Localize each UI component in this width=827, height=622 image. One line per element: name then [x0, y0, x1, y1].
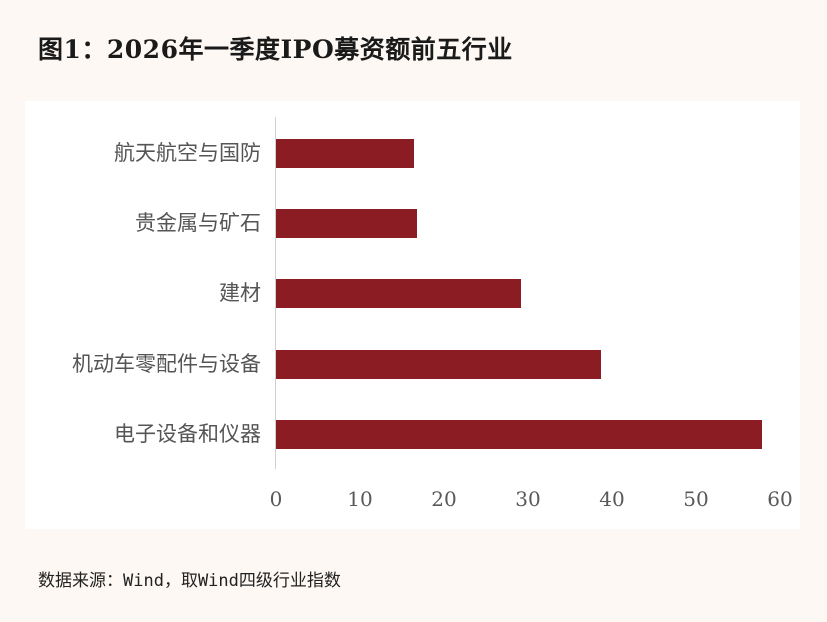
chart-panel	[25, 101, 800, 529]
bar	[276, 209, 418, 238]
category-label: 航天航空与国防	[114, 141, 261, 165]
x-tick-label: 30	[515, 487, 541, 511]
x-tick-label: 60	[767, 487, 793, 511]
x-tick-label: 20	[431, 487, 457, 511]
bar	[276, 350, 602, 379]
category-label: 电子设备和仪器	[114, 422, 261, 446]
bar	[276, 139, 414, 168]
x-tick-label: 0	[269, 487, 283, 511]
chart-title: 图1：2026年一季度IPO募资额前五行业	[38, 35, 513, 64]
x-tick-label: 40	[599, 487, 625, 511]
bar	[276, 279, 522, 308]
category-label: 机动车零配件与设备	[72, 352, 261, 376]
category-label: 建材	[219, 281, 261, 305]
x-tick-label: 10	[347, 487, 373, 511]
bar	[276, 420, 763, 449]
x-tick-label: 50	[683, 487, 709, 511]
y-axis-line	[275, 117, 276, 469]
category-label: 贵金属与矿石	[135, 211, 261, 235]
source-note: 数据来源：Wind，取Wind四级行业指数	[38, 571, 341, 591]
